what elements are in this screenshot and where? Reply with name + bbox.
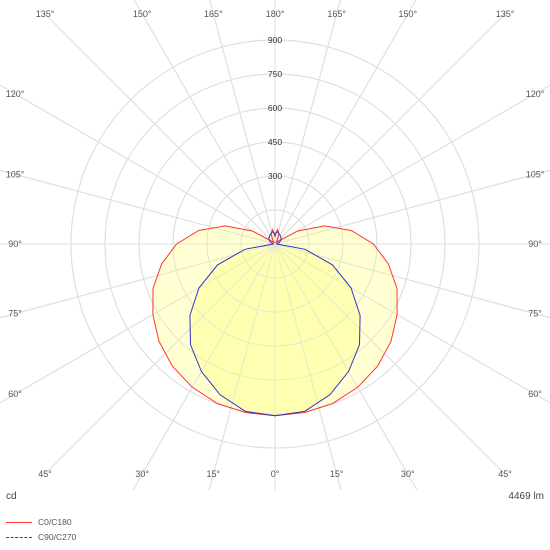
ring-tick-label: 300 — [268, 171, 282, 181]
ring-tick-label: 450 — [268, 137, 282, 147]
grid-spoke — [274, 243, 550, 319]
legend-label: C90/C270 — [38, 532, 77, 542]
luminous-flux-label: 4469 lm — [508, 491, 544, 502]
angle-label: 150° — [398, 9, 417, 19]
legend-swatch-solid — [6, 521, 32, 523]
grid-spoke — [209, 0, 276, 245]
distribution-curve-c90-c270 — [189, 230, 361, 417]
angle-label: 105° — [6, 169, 25, 179]
angle-label: 45° — [498, 469, 512, 479]
angle-label: 0° — [271, 469, 280, 479]
grid-spoke — [209, 0, 276, 245]
grid-spoke — [0, 169, 276, 245]
grid-spoke — [0, 84, 276, 245]
angle-label: 75° — [528, 309, 542, 319]
grid-spoke — [274, 243, 418, 490]
intensity-unit-label: cd — [6, 491, 17, 502]
angle-label: 150° — [133, 9, 152, 19]
grid-spoke — [274, 0, 417, 245]
light-distribution-curves — [152, 225, 398, 417]
angle-label: 15° — [207, 469, 221, 479]
angle-label: 15° — [330, 469, 344, 479]
angle-label: 90° — [528, 239, 542, 249]
grid-spoke — [0, 243, 276, 319]
grid-spoke — [274, 84, 550, 245]
angle-label: 105° — [526, 169, 545, 179]
legend-item-c90-c270: C90/C270 — [6, 531, 76, 543]
grid-spoke — [274, 243, 550, 404]
polar-diagram: 300 450 600 750 900 135° 150° 165° 180° 165° 150° 1… — [0, 0, 550, 490]
ring-tick-label: 750 — [268, 69, 282, 79]
angle-label: 180° — [266, 9, 285, 19]
legend-label: C0/C180 — [38, 517, 72, 527]
legend-swatch-dashed — [6, 536, 32, 538]
grid-spoke — [0, 243, 276, 404]
angle-label: 120° — [6, 89, 25, 99]
ring-tick-label: 900 — [268, 35, 282, 45]
ring-tick-label: 600 — [268, 103, 282, 113]
angle-label: 120° — [526, 89, 545, 99]
angle-label: 75° — [8, 309, 22, 319]
grid-spoke — [274, 0, 341, 245]
grid-spoke — [43, 243, 276, 476]
angle-label: 45° — [38, 469, 52, 479]
legend-item-c0-c180: C0/C180 — [6, 516, 72, 528]
angle-label: 60° — [528, 389, 542, 399]
grid-spoke — [274, 243, 507, 476]
grid-spoke — [133, 0, 276, 245]
axis-labels: 300 450 600 750 900 135° 150° 165° 180° 165° 150° 1… — [6, 9, 545, 479]
angle-label: 90° — [8, 239, 22, 249]
angle-label: 30° — [401, 469, 415, 479]
angle-label: 60° — [8, 389, 22, 399]
light-distribution-fill — [0, 0, 550, 490]
grid-spoke — [274, 169, 550, 245]
grid-spoke — [274, 0, 341, 245]
grid-spoke — [132, 243, 276, 490]
angle-label: 165° — [327, 9, 346, 19]
grid-spoke — [0, 84, 276, 245]
angle-label: 135° — [496, 9, 515, 19]
polar-grid-overlay — [0, 0, 550, 490]
grid-spoke — [274, 12, 507, 245]
grid-spoke — [43, 12, 276, 245]
angle-label: 30° — [135, 469, 149, 479]
grid-spoke — [274, 84, 550, 245]
angle-label: 135° — [36, 9, 55, 19]
grid-spoke — [274, 0, 417, 245]
grid-spoke — [208, 243, 276, 490]
grid-spoke — [133, 0, 276, 245]
angle-label: 165° — [204, 9, 223, 19]
grid-spoke — [274, 243, 342, 490]
